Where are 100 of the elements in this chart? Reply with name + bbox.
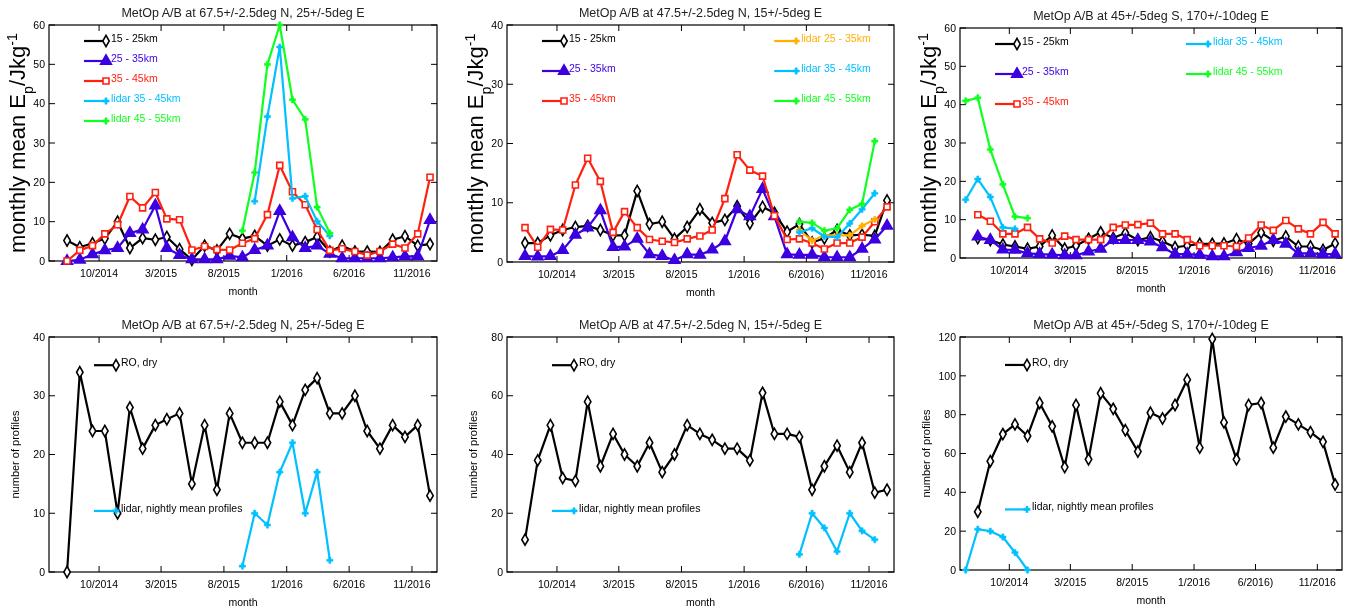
legend-label: 15 - 25km (569, 32, 616, 45)
y-tick-label: 120 (938, 330, 957, 343)
y-tick-label: 40 (33, 97, 46, 110)
legend-label: 25 - 35km (1022, 65, 1069, 78)
chart-title: MetOp A/B at 47.5+/-2.5deg N, 15+/-5deg E (578, 318, 823, 332)
x-tick-label: 10/2014 (80, 578, 119, 590)
x-tick-label: 8/2015 (207, 267, 241, 279)
x-tick-label: 8/2015 (1116, 576, 1149, 588)
y-tick-label: 0 (950, 251, 957, 264)
y-tick-label: 50 (944, 60, 957, 73)
x-tick-label: 10/2014 (990, 264, 1029, 276)
legend-label: 25 - 35km (569, 62, 616, 75)
x-tick-label: 1/2016 (1177, 576, 1211, 588)
y-tick-label: 60 (944, 447, 957, 460)
x-tick-label: 3/2015 (602, 578, 636, 590)
y-tick-label: 0 (497, 255, 504, 268)
x-axis-title: month (685, 286, 716, 298)
legend-label: 35 - 45km (569, 92, 616, 105)
x-axis-title: month (1136, 594, 1166, 606)
y-tick-label: 40 (944, 486, 957, 499)
legend-label: 15 - 25km (111, 32, 158, 45)
y-tick-label: 30 (491, 77, 504, 90)
legend-label: 15 - 25km (1022, 35, 1069, 48)
y-axis-title: number of profiles (467, 409, 479, 499)
y-tick-label: 40 (491, 18, 504, 31)
x-tick-label: 3/2015 (602, 268, 636, 280)
legend-label: lidar 25 - 35km (801, 32, 871, 45)
x-tick-label: 1/2016 (728, 268, 761, 280)
y-tick-label: 10 (944, 213, 957, 226)
legend-label: 35 - 45km (111, 72, 158, 85)
y-tick-label: 40 (944, 98, 957, 111)
x-axis-title: month (228, 285, 258, 297)
x-tick-label: 10/2014 (537, 578, 577, 590)
y-axis-title: number of profiles (920, 408, 932, 498)
y-tick-label: 40 (33, 330, 46, 343)
legend-label: lidar 45 - 55km (111, 112, 181, 125)
x-tick-label: 3/2015 (1054, 576, 1087, 588)
x-tick-label: 3/2015 (1054, 264, 1087, 276)
legend-label: lidar 35 - 45km (111, 92, 181, 105)
y-tick-label: 10 (33, 215, 46, 228)
y-tick-label: 0 (950, 563, 957, 576)
x-axis-title: month (228, 596, 258, 608)
legend-label: lidar 45 - 55km (801, 92, 871, 105)
y-tick-label: 50 (33, 58, 46, 71)
y-tick-label: 0 (497, 565, 504, 578)
legend-label: 25 - 35km (111, 52, 158, 65)
x-tick-label: 6/2016) (788, 268, 825, 280)
y-tick-label: 0 (39, 254, 46, 267)
y-tick-label: 60 (33, 18, 46, 31)
legend-label: RO, dry (121, 356, 158, 369)
x-tick-label: 11/2016 (1298, 576, 1337, 588)
chart-title: MetOp A/B at 67.5+/-2.5deg N, 25+/-5deg E (121, 318, 365, 332)
x-tick-label: 8/2015 (1116, 264, 1149, 276)
x-tick-label: 1/2016 (728, 578, 761, 590)
x-tick-label: 10/2014 (80, 267, 119, 279)
y-tick-label: 30 (944, 136, 957, 149)
legend-label: lidar 35 - 45km (801, 62, 871, 75)
y-tick-label: 20 (33, 448, 46, 461)
y-tick-label: 60 (491, 389, 504, 402)
legend-label: RO, dry (1032, 356, 1069, 369)
x-tick-label: 8/2015 (665, 578, 698, 590)
x-tick-label: 1/2016 (270, 578, 303, 590)
x-tick-label: 6/2016 (333, 578, 366, 590)
x-tick-label: 3/2015 (145, 267, 178, 279)
x-tick-label: 11/2016 (1298, 264, 1337, 276)
x-axis-title: month (685, 596, 716, 608)
y-tick-label: 10 (33, 506, 46, 519)
x-tick-label: 6/2016) (788, 578, 825, 590)
chart-title: MetOp A/B at 45+/-5deg S, 170+/-10deg E (1033, 9, 1269, 23)
x-tick-label: 11/2016 (393, 578, 431, 590)
x-tick-label: 11/2016 (850, 578, 888, 590)
y-tick-label: 20 (944, 524, 957, 537)
y-tick-label: 0 (39, 565, 46, 578)
legend-label: lidar, nightly mean profiles (121, 501, 243, 514)
y-tick-label: 40 (491, 448, 504, 461)
x-tick-label: 8/2015 (665, 268, 698, 280)
x-tick-label: 3/2015 (145, 578, 178, 590)
legend-label: lidar 45 - 55km (1213, 65, 1283, 78)
x-tick-label: 6/2016) (1237, 264, 1274, 276)
legend-label: lidar, nightly mean profiles (579, 501, 701, 514)
x-tick-label: 1/2016 (1177, 264, 1211, 276)
y-axis-title: number of profiles (9, 409, 21, 499)
y-tick-label: 20 (491, 137, 504, 150)
y-tick-label: 80 (491, 330, 504, 343)
x-tick-label: 8/2015 (207, 578, 241, 590)
y-tick-label: 100 (938, 369, 957, 382)
legend-label: lidar 35 - 45km (1213, 35, 1283, 48)
chart-title: MetOp A/B at 67.5+/-2.5deg N, 25+/-5deg E (121, 6, 365, 20)
x-tick-label: 10/2014 (990, 576, 1029, 588)
x-tick-label: 6/2016) (1237, 576, 1274, 588)
y-tick-label: 20 (944, 175, 957, 188)
y-tick-label: 60 (944, 21, 957, 34)
y-tick-label: 20 (33, 176, 46, 189)
y-tick-label: 80 (944, 408, 957, 421)
y-tick-label: 20 (491, 506, 504, 519)
x-tick-label: 11/2016 (850, 268, 888, 280)
chart-title: MetOp A/B at 47.5+/-2.5deg N, 15+/-5deg E (578, 6, 823, 20)
legend-label: 35 - 45km (1022, 95, 1069, 108)
x-tick-label: 6/2016 (333, 267, 366, 279)
x-tick-label: 10/2014 (537, 268, 577, 280)
